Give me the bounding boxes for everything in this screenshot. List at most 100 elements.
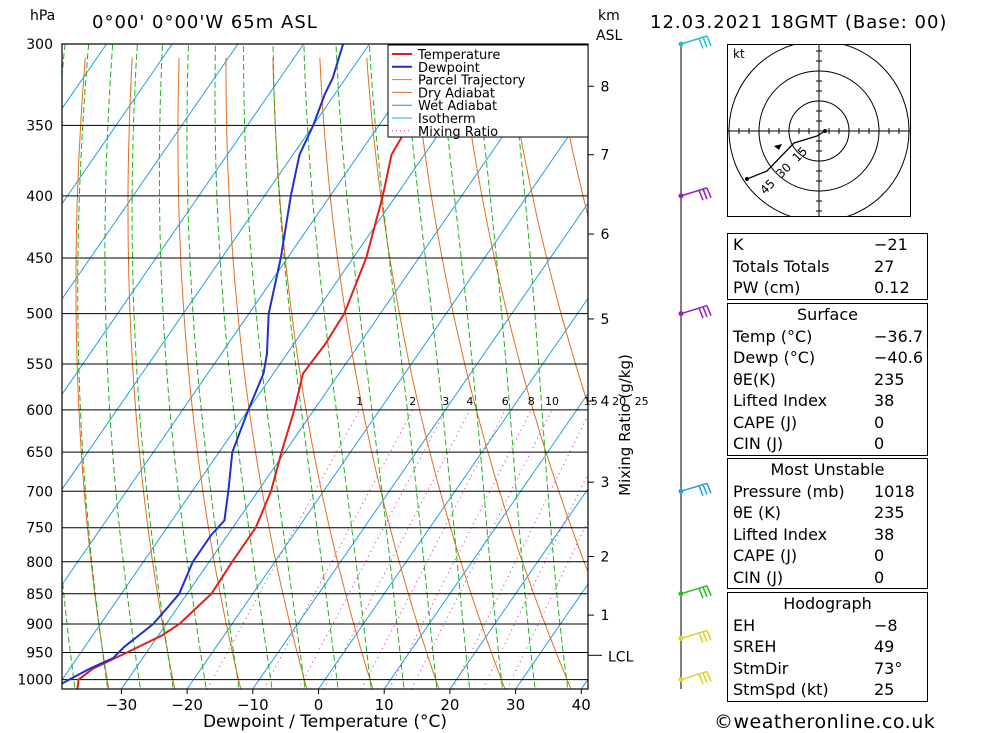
row-label: CIN (J) <box>733 434 784 453</box>
row-label: CAPE (J) <box>733 546 798 565</box>
row-value: 27 <box>874 256 895 276</box>
dry-adiabat-line <box>977 58 1000 689</box>
km-tick-label: 6 <box>601 227 610 243</box>
pressure-tick-label: 450 <box>26 251 53 267</box>
pressure-tick-label: 1000 <box>17 673 53 689</box>
table-row: CIN (J) 0 <box>728 567 927 589</box>
mixing-ratio-label: 20 <box>612 395 626 408</box>
hodograph-point <box>823 129 827 133</box>
isotherm-line <box>62 44 305 396</box>
pressure-tick-label: 650 <box>26 445 53 461</box>
wind-barb <box>680 304 712 319</box>
wet-adiabat-line <box>214 44 273 688</box>
row-value: 235 <box>874 369 905 389</box>
dry-adiabat-line <box>930 58 1000 689</box>
x-tick-label: −30 <box>106 696 138 714</box>
wind-barb <box>680 35 712 49</box>
mixing-ratio-line <box>482 472 588 689</box>
row-label: SREH <box>733 637 777 656</box>
pressure-tick-label: 400 <box>26 189 53 205</box>
isotherm-line <box>62 44 239 300</box>
pressure-tick-label: 550 <box>26 357 53 373</box>
legend-entry: Dry Adiabat <box>418 86 495 101</box>
pressure-tick-label: 850 <box>26 587 53 603</box>
wind-barb-flag <box>706 671 712 682</box>
plot-frame <box>61 43 589 690</box>
km-tick-label: 1 <box>601 608 610 624</box>
x-tick-label: 10 <box>375 696 394 714</box>
pressure-tick-label: 700 <box>26 484 53 500</box>
wind-barb-flag <box>702 188 708 200</box>
row-label: θE (K) <box>733 503 781 522</box>
table-row: EH −8 <box>728 615 927 637</box>
dewpoint-profile-line <box>62 44 345 685</box>
wind-barb-shaft <box>680 629 708 640</box>
legend-entry: Temperature <box>417 48 500 63</box>
wind-barb-flag <box>702 586 708 598</box>
wind-barb-flag <box>698 38 704 49</box>
x-tick-label: 30 <box>506 696 525 714</box>
wind-barb-flag <box>698 307 704 319</box>
wet-adiabat-line <box>403 44 470 688</box>
km-tick-label: 4 <box>601 394 610 410</box>
indices-table: K −21 Totals Totals 27 PW (cm) 0.12 <box>727 233 928 300</box>
row-label: θE(K) <box>733 369 776 389</box>
isotherm-line <box>62 44 502 681</box>
km-tick-label: 7 <box>601 148 610 164</box>
isotherm-line <box>62 44 436 586</box>
pressure-tick-label: 800 <box>26 555 53 571</box>
wet-adiabat-line <box>62 44 76 688</box>
row-label: EH <box>733 615 756 635</box>
most-unstable-table: Most Unstable Pressure (mb) 1018 θE (K) 235… <box>727 458 928 589</box>
hodograph-table: Hodograph EH −8 SREH 49 StmDir 73° StmSpd (kt)… <box>727 592 928 702</box>
km-tick-label: 3 <box>601 475 610 491</box>
x-tick-label: 40 <box>572 696 591 714</box>
mixing-ratio-line <box>452 414 588 689</box>
hodograph-ring-label: 30 <box>773 160 794 181</box>
wind-barb-flag <box>698 632 704 644</box>
row-label: StmDir <box>733 658 789 678</box>
table-row: PW (cm) 0.12 <box>728 277 927 299</box>
hodograph-panel: kt 15 30 45 <box>727 40 911 222</box>
wind-barb-flag <box>702 631 708 642</box>
table-row: StmDir 73° <box>728 658 927 680</box>
table-row: K −21 <box>728 234 927 256</box>
row-value: 0 <box>874 546 885 565</box>
wet-adiabat-line <box>104 44 141 688</box>
most-unstable-title: Most Unstable <box>770 460 885 479</box>
dry-adiabat-line <box>319 57 440 689</box>
wind-barb-shaft <box>680 585 708 595</box>
table-row: SREH 49 <box>728 636 927 658</box>
row-value: −36.7 <box>874 326 924 346</box>
isotherm-line <box>120 44 567 689</box>
mixing-ratio-axis-label: Mixing Ratio (g/kg) <box>616 354 634 496</box>
wet-adiabat-line <box>473 44 536 688</box>
row-value: 1018 <box>874 481 915 501</box>
pressure-unit-label: hPa <box>30 8 55 24</box>
wet-adiabat-line <box>158 44 207 688</box>
km-unit-label: km <box>598 8 620 24</box>
wind-barb-flag <box>702 672 708 684</box>
wind-barb <box>680 629 712 644</box>
km-tick-label: 5 <box>601 312 610 328</box>
wind-barb-shaft <box>680 670 708 681</box>
wind-barb-flag <box>698 673 704 685</box>
isotherm-line <box>62 44 173 205</box>
wet-adiabat-line <box>303 44 372 688</box>
wind-barb <box>680 187 712 201</box>
legend-entry: Wet Adiabat <box>418 99 497 114</box>
table-row: θE(K) 235 <box>728 369 927 391</box>
row-label: Lifted Index <box>733 524 828 544</box>
row-value: 235 <box>874 503 905 522</box>
table-row: Temp (°C) −36.7 <box>728 326 927 348</box>
mixing-ratio-label: 25 <box>635 395 649 408</box>
isotherm-line <box>62 44 370 491</box>
wind-barb-flag <box>706 483 712 494</box>
x-tick-label: −20 <box>171 696 203 714</box>
legend-entry: Mixing Ratio <box>418 125 498 140</box>
hodograph-arrow <box>774 144 782 150</box>
isotherm-line <box>318 297 588 689</box>
wind-barb <box>680 670 712 685</box>
